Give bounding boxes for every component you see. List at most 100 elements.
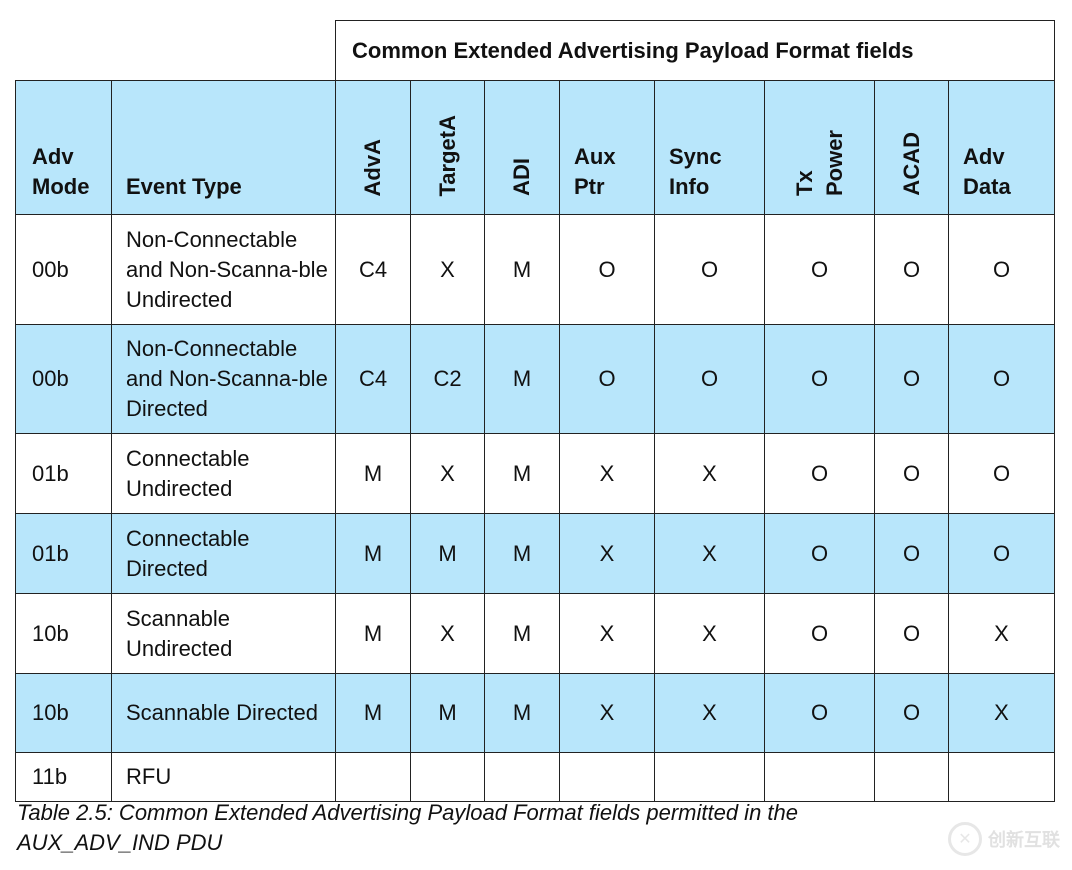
cell-targeta: X: [410, 433, 485, 514]
cell-adv-mode: 01b: [15, 513, 112, 594]
table-row: 11b RFU: [15, 752, 1056, 802]
cell-event-type: Non-Connectable and Non-Scanna-ble Direc…: [111, 324, 336, 434]
cell-adv-data: O: [947, 324, 1056, 434]
cell-adv-mode: 01b: [15, 433, 112, 514]
cell-event-type: Connectable Undirected: [111, 433, 336, 514]
cell-adi: [484, 752, 560, 802]
cell-targeta: X: [410, 214, 485, 325]
cell-event-type: Connectable Directed: [111, 513, 336, 594]
cell-targeta: M: [410, 673, 485, 753]
cell-event-type: Scannable Undirected: [111, 593, 336, 674]
payload-format-table: Common Extended Advertising Payload Form…: [15, 20, 1056, 802]
cell-adi: M: [484, 513, 560, 594]
col-header-aux-ptr-label: Aux Ptr: [574, 144, 616, 199]
cell-adi: M: [484, 433, 560, 514]
table-row: 00b Non-Connectable and Non-Scanna-ble U…: [15, 214, 1056, 325]
col-header-tx-power-label: Tx Power: [791, 129, 847, 196]
cell-tx-power: O: [764, 513, 875, 594]
cell-adva: M: [335, 433, 411, 514]
cell-adv-data: X: [947, 673, 1056, 753]
table-body: 00b Non-Connectable and Non-Scanna-ble U…: [15, 214, 1056, 802]
cell-acad: O: [874, 433, 949, 514]
table-caption: Table 2.5: Common Extended Advertising P…: [17, 800, 798, 855]
cell-event-type: Non-Connectable and Non-Scanna-ble Undir…: [111, 214, 336, 325]
cell-adv-mode: 00b: [15, 214, 112, 325]
cell-adi: M: [484, 214, 560, 325]
cell-adi: M: [484, 593, 560, 674]
cell-tx-power: O: [764, 324, 875, 434]
table-row: 01b Connectable Directed M M M X X O O O: [15, 513, 1056, 594]
col-header-tx-power: Tx Power: [764, 80, 875, 215]
col-header-sync-info: Sync Info: [654, 80, 765, 215]
empty-corner-cell: [15, 20, 336, 81]
cell-adv-data: [947, 752, 1056, 802]
cell-adv-mode: 10b: [15, 673, 112, 753]
cell-adv-data: O: [947, 433, 1056, 514]
cell-adv-mode: 10b: [15, 593, 112, 674]
table-row: 10b Scannable Directed M M M X X O O X: [15, 673, 1056, 753]
cell-acad: [874, 752, 949, 802]
cell-tx-power: O: [764, 433, 875, 514]
cell-adva: [335, 752, 411, 802]
payload-format-table-container: Common Extended Advertising Payload Form…: [15, 20, 1056, 802]
cell-tx-power: O: [764, 673, 875, 753]
cell-aux-ptr: X: [559, 593, 655, 674]
cell-tx-power: [764, 752, 875, 802]
cell-acad: O: [874, 324, 949, 434]
col-header-event-type-label: Event Type: [126, 174, 242, 199]
cell-sync-info: O: [654, 214, 765, 325]
table-row: 00b Non-Connectable and Non-Scanna-ble D…: [15, 324, 1056, 434]
watermark-logo-icon: ✕: [948, 822, 982, 856]
col-header-adv-mode: Adv Mode: [15, 80, 112, 215]
cell-adva: M: [335, 593, 411, 674]
cell-adva: C4: [335, 214, 411, 325]
cell-adv-mode: 00b: [15, 324, 112, 434]
cell-adva: M: [335, 673, 411, 753]
col-header-adva-label: AdvA: [360, 138, 385, 196]
table-row: 01b Connectable Undirected M X M X X O O…: [15, 433, 1056, 514]
col-header-targeta: TargetA: [410, 80, 485, 215]
cell-event-type: RFU: [111, 752, 336, 802]
cell-acad: O: [874, 673, 949, 753]
cell-aux-ptr: X: [559, 513, 655, 594]
col-header-adv-data: Adv Data: [947, 80, 1056, 215]
cell-adi: M: [484, 673, 560, 753]
col-header-event-type: Event Type: [111, 80, 336, 215]
col-header-adi: ADI: [484, 80, 560, 215]
cell-sync-info: X: [654, 433, 765, 514]
cell-targeta: M: [410, 513, 485, 594]
table-row: 10b Scannable Undirected M X M X X O O X: [15, 593, 1056, 674]
cell-aux-ptr: O: [559, 214, 655, 325]
col-header-adva: AdvA: [335, 80, 411, 215]
cell-sync-info: O: [654, 324, 765, 434]
cell-adv-mode: 11b: [15, 752, 112, 802]
cell-tx-power: O: [764, 593, 875, 674]
watermark: ✕ 创新互联: [948, 822, 1060, 856]
col-header-adv-data-label: Adv Data: [963, 144, 1011, 199]
cell-targeta: [410, 752, 485, 802]
col-header-adi-label: ADI: [509, 158, 534, 196]
watermark-text: 创新互联: [988, 830, 1060, 850]
cell-event-type: Scannable Directed: [111, 673, 336, 753]
cell-adva: M: [335, 513, 411, 594]
cell-aux-ptr: X: [559, 433, 655, 514]
cell-acad: O: [874, 214, 949, 325]
cell-aux-ptr: O: [559, 324, 655, 434]
cell-aux-ptr: [559, 752, 655, 802]
col-header-sync-info-label: Sync Info: [669, 144, 722, 199]
col-header-targeta-label: TargetA: [434, 114, 460, 197]
cell-adv-data: O: [947, 513, 1056, 594]
cell-adva: C4: [335, 324, 411, 434]
cell-adv-data: X: [947, 593, 1056, 674]
group-header: Common Extended Advertising Payload Form…: [334, 20, 1056, 81]
cell-sync-info: X: [654, 673, 765, 753]
cell-adi: M: [484, 324, 560, 434]
cell-aux-ptr: X: [559, 673, 655, 753]
col-header-aux-ptr: Aux Ptr: [559, 80, 655, 215]
cell-sync-info: [654, 752, 765, 802]
col-header-acad-label: ACAD: [898, 132, 924, 196]
cell-targeta: X: [410, 593, 485, 674]
cell-tx-power: O: [764, 214, 875, 325]
cell-sync-info: X: [654, 593, 765, 674]
cell-acad: O: [874, 593, 949, 674]
